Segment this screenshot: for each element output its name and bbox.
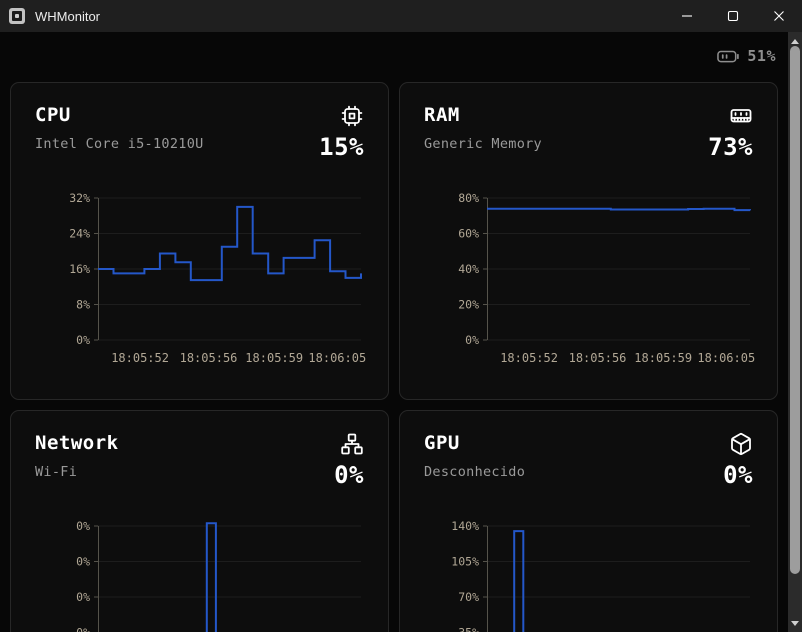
svg-text:60%: 60% <box>458 227 479 241</box>
svg-text:8%: 8% <box>76 298 90 312</box>
svg-text:32%: 32% <box>69 193 90 205</box>
svg-text:18:06:05: 18:06:05 <box>308 351 366 365</box>
scrollbar-down-button[interactable] <box>788 617 802 629</box>
box-3d-icon <box>731 432 751 456</box>
close-button[interactable] <box>756 0 802 32</box>
cpu-usage-value: 15% <box>319 133 364 161</box>
network-usage-value: 0% <box>334 461 364 489</box>
svg-text:16%: 16% <box>69 262 90 276</box>
window-controls <box>664 0 802 32</box>
svg-text:80%: 80% <box>458 193 479 205</box>
window-title: WHMonitor <box>35 8 101 24</box>
svg-text:35%: 35% <box>458 626 479 632</box>
battery-icon <box>717 50 740 62</box>
scrollbar-up-button[interactable] <box>788 35 802 47</box>
svg-text:0%: 0% <box>76 521 90 533</box>
svg-text:24%: 24% <box>69 227 90 241</box>
app-icon <box>9 8 25 24</box>
close-icon <box>774 11 784 21</box>
svg-text:0%: 0% <box>465 333 479 347</box>
gpu-card-subtitle: Desconhecido <box>424 464 526 480</box>
cpu-card-subtitle: Intel Core i5-10210U <box>35 136 204 152</box>
svg-text:20%: 20% <box>458 298 479 312</box>
minimize-icon <box>682 15 692 17</box>
svg-text:18:05:56: 18:05:56 <box>180 351 238 365</box>
svg-text:70%: 70% <box>458 590 479 604</box>
svg-text:18:05:52: 18:05:52 <box>111 351 169 365</box>
network-card-title: Network <box>35 432 119 454</box>
gpu-card: GPU Desconhecido 0% 140%105%70%35%0%18:0… <box>399 410 778 632</box>
ram-card-subtitle: Generic Memory <box>424 136 542 152</box>
maximize-button[interactable] <box>710 0 756 32</box>
gpu-usage-value: 0% <box>723 461 753 489</box>
svg-text:0%: 0% <box>76 555 90 569</box>
svg-text:0%: 0% <box>76 626 90 632</box>
ram-card: RAM Generic Memory 73% 80% 60% 40% 20% 0% 18:… <box>399 82 778 400</box>
svg-text:105%: 105% <box>451 555 479 569</box>
svg-text:0%: 0% <box>76 590 90 604</box>
gpu-card-title: GPU <box>424 432 460 454</box>
cpu-usage-chart: 32% 24% 16% 8% 0% 18:05:52 18:05:56 18:05:59 18:… <box>35 191 366 375</box>
svg-text:0%: 0% <box>76 333 90 347</box>
maximize-icon <box>727 10 739 22</box>
svg-text:18:05:52: 18:05:52 <box>500 351 558 365</box>
cpu-card: CPU Intel Core i5-10210U 15% 32% 24% 16% 8%… <box>10 82 389 400</box>
network-nodes-icon <box>341 433 363 455</box>
ram-usage-value: 73% <box>708 133 753 161</box>
scrollbar-thumb[interactable] <box>790 46 800 574</box>
memory-stick-icon <box>730 109 752 123</box>
network-card-subtitle: Wi-Fi <box>35 464 78 480</box>
network-usage-chart: 0%0%0%0%0%18:05:5218:05:5618:05:5918:06:… <box>35 519 364 632</box>
cpu-card-title: CPU <box>35 104 71 126</box>
minimize-button[interactable] <box>664 0 710 32</box>
svg-text:18:06:05: 18:06:05 <box>697 351 755 365</box>
vertical-scrollbar <box>788 32 802 632</box>
ram-usage-chart: 80% 60% 40% 20% 0% 18:05:52 18:05:56 18:05:59 18… <box>424 191 755 375</box>
svg-text:18:05:56: 18:05:56 <box>569 351 627 365</box>
cpu-chip-icon <box>341 105 363 127</box>
svg-text:18:05:59: 18:05:59 <box>634 351 692 365</box>
status-row: 51% <box>0 44 776 68</box>
titlebar: WHMonitor <box>0 0 802 32</box>
svg-text:140%: 140% <box>451 521 479 533</box>
cards-grid: CPU Intel Core i5-10210U 15% 32% 24% 16% 8%… <box>10 82 802 632</box>
chevron-up-icon <box>791 38 799 44</box>
gpu-usage-chart: 140%105%70%35%0%18:05:5218:05:5618:05:59… <box>424 519 753 632</box>
svg-text:18:05:59: 18:05:59 <box>245 351 303 365</box>
battery-percent: 51% <box>747 47 776 65</box>
network-card: Network Wi-Fi 0% 0%0%0%0%0%18:05:5218:05… <box>10 410 389 632</box>
ram-card-title: RAM <box>424 104 460 126</box>
chevron-down-icon <box>791 620 799 626</box>
svg-text:40%: 40% <box>458 262 479 276</box>
